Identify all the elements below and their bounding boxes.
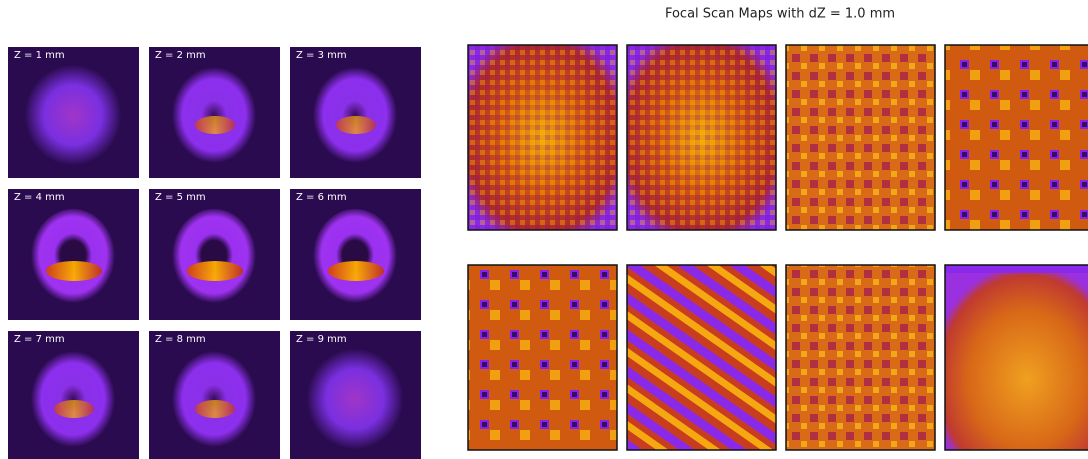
map-texture bbox=[627, 45, 776, 230]
focal-map bbox=[468, 45, 617, 230]
page: {"left_panels": {"labels": ["Z = 1 mm", … bbox=[0, 0, 1088, 459]
z-label: Z = 5 mm bbox=[155, 192, 206, 203]
figure-title: Focal Scan Maps with dZ = 1.0 mm bbox=[665, 7, 895, 22]
map-field bbox=[468, 265, 617, 450]
focal-map bbox=[468, 265, 617, 450]
z-panel: Z = 9 mm bbox=[290, 331, 421, 459]
figure: Focal Scan Maps with dZ = 1.0 mm Z = 1 m… bbox=[0, 0, 1088, 459]
beam-spot bbox=[313, 209, 397, 305]
focal-map bbox=[786, 45, 935, 230]
z-label: Z = 4 mm bbox=[14, 192, 65, 203]
focal-map bbox=[786, 265, 935, 450]
z-label: Z = 8 mm bbox=[155, 334, 206, 345]
hot-crescent bbox=[195, 400, 235, 418]
z-panel: Z = 1 mm bbox=[8, 47, 139, 178]
z-panel: Z = 6 mm bbox=[290, 189, 421, 320]
hot-crescent bbox=[54, 400, 94, 418]
z-panel: Z = 2 mm bbox=[149, 47, 280, 178]
map-field bbox=[945, 273, 1088, 450]
hot-crescent bbox=[187, 261, 243, 281]
map-field bbox=[786, 45, 935, 230]
hot-crescent bbox=[328, 261, 384, 281]
z-label: Z = 7 mm bbox=[14, 334, 65, 345]
beam-spot bbox=[25, 65, 121, 165]
hot-crescent bbox=[46, 261, 102, 281]
focal-map bbox=[945, 265, 1088, 450]
z-label: Z = 3 mm bbox=[296, 50, 347, 61]
beam-spot bbox=[172, 351, 256, 447]
z-panel: Z = 3 mm bbox=[290, 47, 421, 178]
z-label: Z = 9 mm bbox=[296, 334, 347, 345]
z-label: Z = 6 mm bbox=[296, 192, 347, 203]
beam-spot bbox=[31, 351, 115, 447]
beam-spot bbox=[313, 67, 397, 163]
map-field bbox=[627, 265, 776, 450]
hot-crescent bbox=[336, 116, 376, 134]
focal-map bbox=[627, 45, 776, 230]
z-label: Z = 2 mm bbox=[155, 50, 206, 61]
z-panel: Z = 8 mm bbox=[149, 331, 280, 459]
focal-map bbox=[945, 45, 1088, 230]
z-panel: Z = 5 mm bbox=[149, 189, 280, 320]
focal-map bbox=[627, 265, 776, 450]
z-panel: Z = 4 mm bbox=[8, 189, 139, 320]
beam-spot bbox=[307, 349, 403, 449]
beam-spot bbox=[172, 209, 256, 305]
beam-spot bbox=[172, 67, 256, 163]
z-panel: Z = 7 mm bbox=[8, 331, 139, 459]
hot-crescent bbox=[195, 116, 235, 134]
z-label: Z = 1 mm bbox=[14, 50, 65, 61]
map-field bbox=[786, 265, 935, 450]
map-texture bbox=[468, 45, 617, 230]
beam-spot bbox=[31, 209, 115, 305]
map-field bbox=[945, 45, 1088, 230]
